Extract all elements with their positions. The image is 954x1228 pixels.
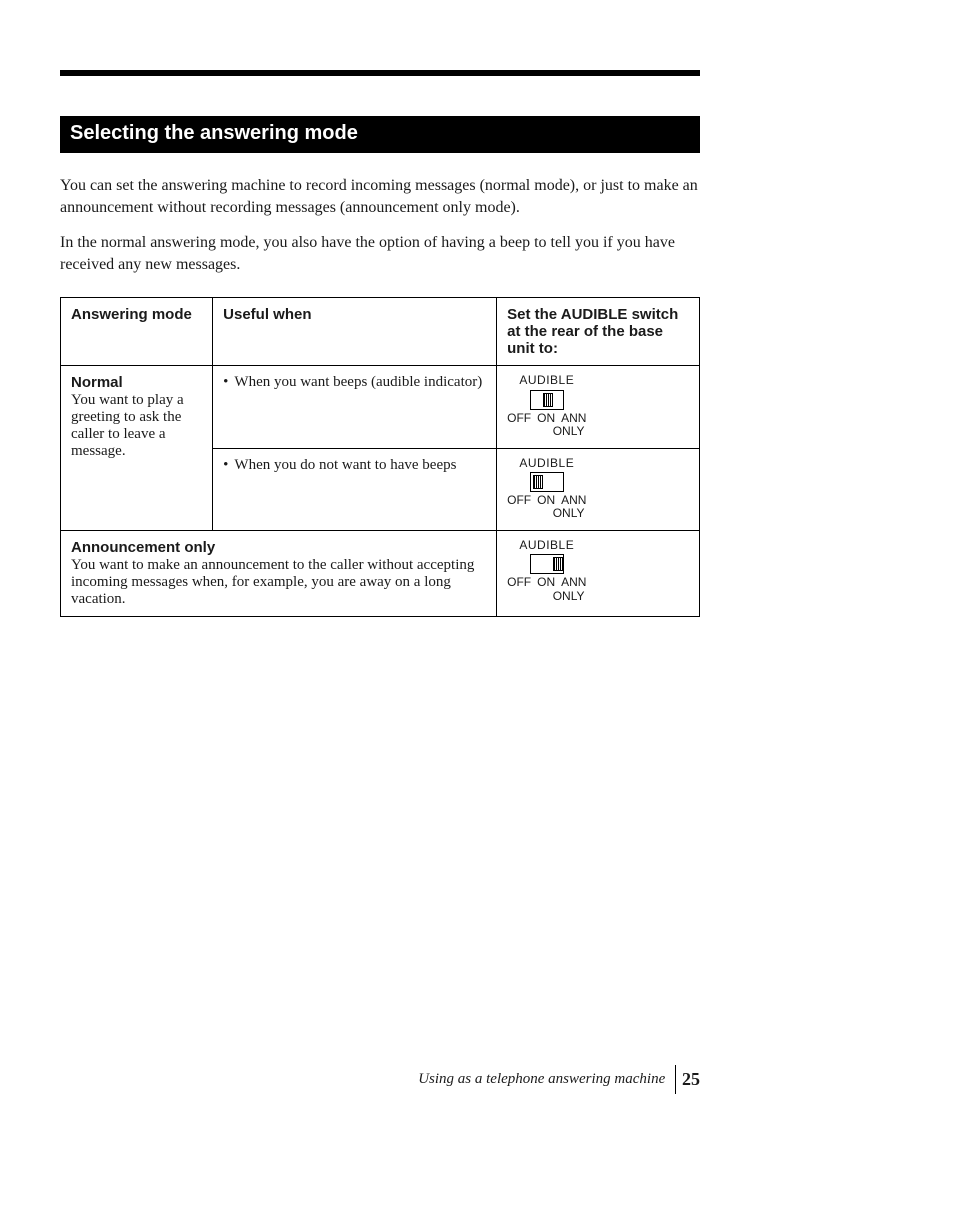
- table-header-row: Answering mode Useful when Set the AUDIB…: [61, 298, 700, 366]
- switch-cell-announcement: AUDIBLE OFF ON ANN ONLY: [497, 531, 700, 617]
- switch-label-ann: ANN: [561, 576, 586, 589]
- footer-text: Using as a telephone answering machine: [418, 1071, 665, 1087]
- switch-label-off: OFF: [507, 412, 531, 425]
- audible-switch-diagram: AUDIBLE OFF ON ANN ONLY: [507, 457, 586, 521]
- mode-cell-normal: Normal You want to play a greeting to as…: [61, 366, 213, 531]
- section-header: Selecting the answering mode: [60, 116, 700, 153]
- switch-labels: OFF ON ANN: [507, 576, 586, 589]
- col-header-set: Set the AUDIBLE switch at the rear of th…: [497, 298, 700, 366]
- when-cell-normal-b: • When you do not want to have beeps: [213, 448, 497, 530]
- mode-desc-normal: You want to play a greeting to ask the c…: [71, 392, 184, 459]
- switch-label-only: ONLY: [507, 425, 586, 438]
- switch-cell-normal-a: AUDIBLE OFF ON ANN ONLY: [497, 366, 700, 448]
- switch-label-on: ON: [537, 576, 555, 589]
- col-header-when: Useful when: [213, 298, 497, 366]
- when-cell-normal-a: • When you want beeps (audible indicator…: [213, 366, 497, 448]
- switch-label-off: OFF: [507, 494, 531, 507]
- switch-labels: OFF ON ANN: [507, 412, 586, 425]
- switch-label-on: ON: [537, 412, 555, 425]
- mode-cell-announcement: Announcement only You want to make an an…: [61, 531, 497, 617]
- mode-title-normal: Normal: [71, 374, 123, 391]
- mode-desc-announcement: You want to make an announcement to the …: [71, 557, 474, 607]
- switch-label-only: ONLY: [507, 507, 586, 520]
- col-header-mode: Answering mode: [61, 298, 213, 366]
- page-content: Selecting the answering mode You can set…: [60, 70, 700, 617]
- when-text: When you do not want to have beeps: [234, 457, 456, 474]
- switch-label-only: ONLY: [507, 590, 586, 603]
- switch-title: AUDIBLE: [507, 374, 586, 387]
- switch-slider-icon: [533, 475, 543, 489]
- switch-title: AUDIBLE: [507, 539, 586, 552]
- page-footer: Using as a telephone answering machine 2…: [60, 1065, 700, 1094]
- switch-title: AUDIBLE: [507, 457, 586, 470]
- audible-switch-diagram: AUDIBLE OFF ON ANN ONLY: [507, 539, 586, 603]
- bullet-icon: •: [223, 374, 228, 391]
- intro-paragraph-2: In the normal answering mode, you also h…: [60, 232, 700, 275]
- switch-body: [530, 554, 564, 574]
- mode-title-announcement: Announcement only: [71, 539, 215, 556]
- table-row: Announcement only You want to make an an…: [61, 531, 700, 617]
- bullet-icon: •: [223, 457, 228, 474]
- when-text: When you want beeps (audible indicator): [234, 374, 482, 391]
- page-number: 25: [675, 1065, 700, 1094]
- switch-label-off: OFF: [507, 576, 531, 589]
- top-rule: [60, 70, 700, 76]
- answering-mode-table: Answering mode Useful when Set the AUDIB…: [60, 297, 700, 617]
- switch-body: [530, 472, 564, 492]
- switch-label-ann: ANN: [561, 412, 586, 425]
- switch-cell-normal-b: AUDIBLE OFF ON ANN ONLY: [497, 448, 700, 530]
- switch-slider-icon: [553, 557, 563, 571]
- switch-body: [530, 390, 564, 410]
- audible-switch-diagram: AUDIBLE OFF ON ANN ONLY: [507, 374, 586, 438]
- switch-slider-icon: [543, 393, 553, 407]
- table-row: Normal You want to play a greeting to as…: [61, 366, 700, 448]
- intro-paragraph-1: You can set the answering machine to rec…: [60, 175, 700, 218]
